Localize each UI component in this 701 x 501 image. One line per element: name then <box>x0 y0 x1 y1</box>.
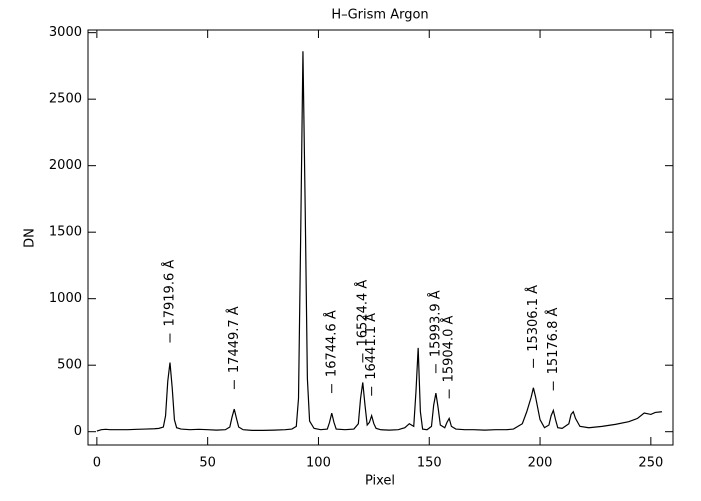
x-tick-label: 50 <box>199 456 216 471</box>
x-tick-label: 250 <box>638 456 663 471</box>
y-tick-label: 500 <box>57 358 82 373</box>
plot-frame <box>87 29 674 446</box>
chart-title: H–Grism Argon <box>331 8 428 23</box>
x-tick-label: 200 <box>528 456 553 471</box>
annotation: 17919.6 Å <box>161 260 177 327</box>
y-tick-label: 0 <box>74 424 82 439</box>
annotation: 15904.0 Å <box>441 316 457 383</box>
annotation: 15306.1 Å <box>525 285 541 352</box>
annotation: 15993.9 Å <box>427 290 443 357</box>
x-tick-label: 0 <box>93 456 101 471</box>
annotation: 15176.8 Å <box>545 308 561 375</box>
y-tick-label: 2500 <box>49 92 82 107</box>
annotation: 17449.7 Å <box>226 306 242 373</box>
annotation: 16524.4 Å <box>354 280 370 347</box>
spectrum-line <box>96 51 662 432</box>
y-tick-label: 1500 <box>49 225 82 240</box>
x-tick-label: 100 <box>306 456 331 471</box>
annotation: 16744.6 Å <box>323 310 339 377</box>
y-tick-label: 1000 <box>49 291 82 306</box>
y-tick-label: 2000 <box>49 158 82 173</box>
y-axis-label: DN <box>23 228 38 248</box>
x-tick-label: 150 <box>417 456 442 471</box>
y-tick-label: 3000 <box>49 25 82 40</box>
x-axis-label: Pixel <box>365 474 395 489</box>
annotation: 16441.1 Å <box>363 313 379 380</box>
